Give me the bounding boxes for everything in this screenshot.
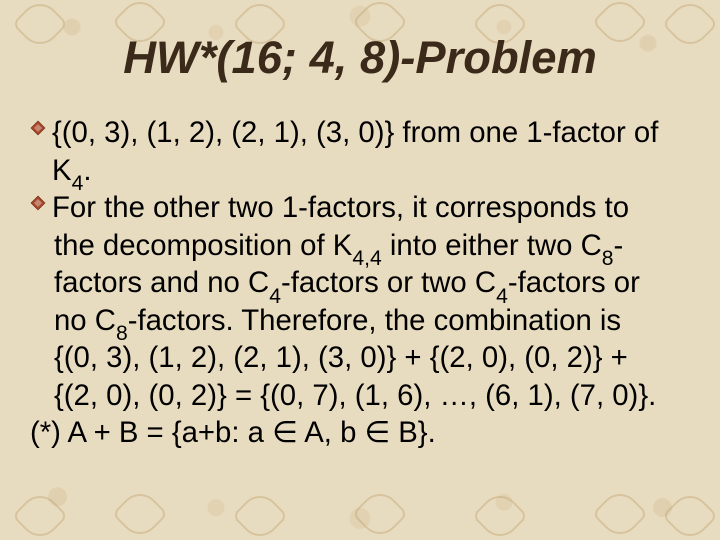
slide: HW*(16; 4, 8)-Problem {(0, 3), (1, 2), (… [0, 0, 720, 540]
slide-title: HW*(16; 4, 8)-Problem [30, 32, 690, 84]
body-line: For the other two 1-factors, it correspo… [52, 189, 629, 227]
slide-body: {(0, 3), (1, 2), (2, 1), (3, 0)} from on… [30, 114, 690, 452]
body-line: the decomposition of K4,4 into either tw… [30, 227, 690, 265]
body-line: {(0, 3), (1, 2), (2, 1), (3, 0)} + {(2, … [30, 339, 690, 377]
bullet-row: For the other two 1-factors, it correspo… [30, 189, 690, 227]
diamond-bullet-icon [30, 195, 46, 211]
diamond-bullet-icon [30, 120, 46, 136]
body-line: (*) A + B = {a+b: a ∈ A, b ∈ B}. [30, 414, 690, 452]
body-line: {(0, 3), (1, 2), (2, 1), (3, 0)} from on… [52, 114, 690, 189]
bullet-row: {(0, 3), (1, 2), (2, 1), (3, 0)} from on… [30, 114, 690, 189]
body-line: no C8-factors. Therefore, the combinatio… [30, 302, 690, 340]
body-line: {(2, 0), (0, 2)} = {(0, 7), (1, 6), …, (… [30, 377, 690, 415]
